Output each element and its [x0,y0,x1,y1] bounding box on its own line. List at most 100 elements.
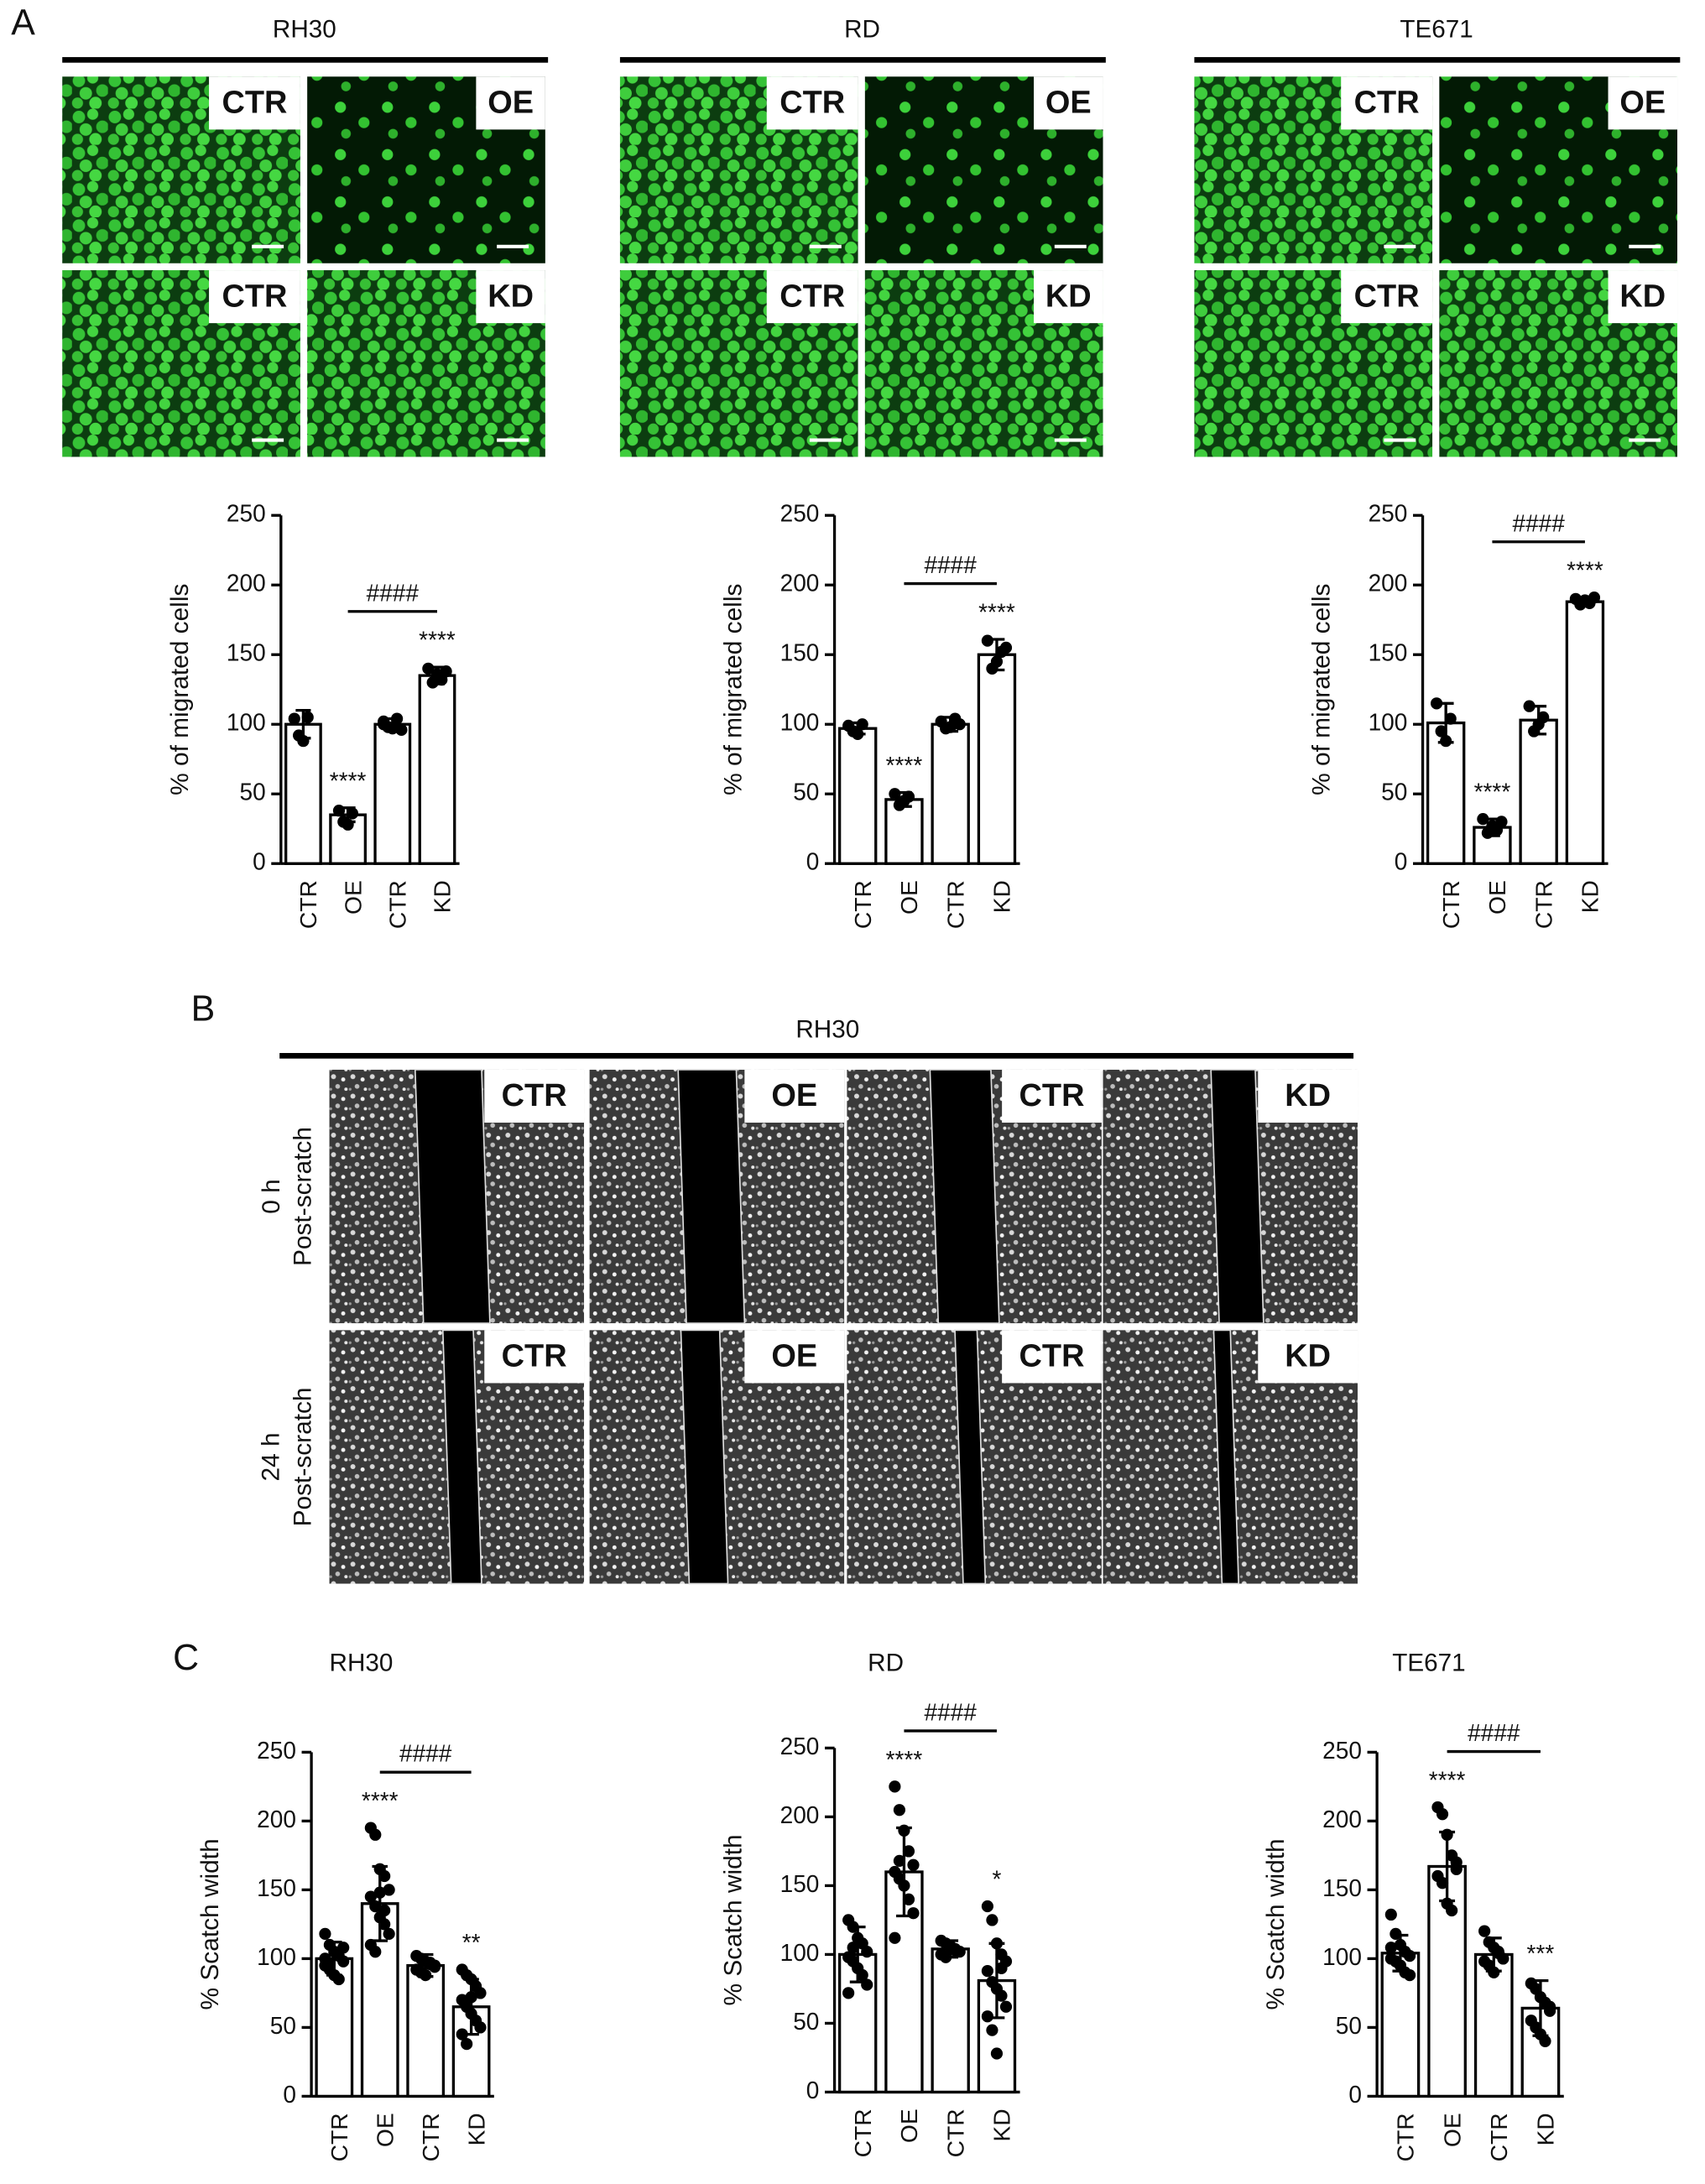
data-point [981,634,993,647]
data-point [1444,712,1457,725]
data-point [378,1904,391,1917]
bar [418,674,456,865]
y-tick-label: 100 [257,1944,296,1970]
data-point [332,1973,345,1986]
bar [931,722,970,865]
scratch-gap [1212,1329,1240,1585]
data-point [474,1987,487,1999]
x-tick-label: OE [340,880,366,915]
image-label-box [1341,76,1433,130]
data-point [902,1845,915,1858]
bar [837,727,878,865]
image-label: CTR [780,279,845,314]
data-point [953,718,966,731]
image-label-box [766,270,858,324]
data-point [847,1942,859,1954]
data-point [842,1987,855,1999]
image-label: CTR [1354,85,1420,120]
data-point [337,1955,350,1968]
image-label: KD [1045,279,1092,314]
x-tick-label: CTR [1486,2113,1512,2161]
significance: ** [462,1930,481,1956]
data-point [902,790,915,803]
image-label: CTR [1019,1339,1085,1374]
image-label: KD [1619,279,1666,314]
data-point [893,1804,906,1817]
image-label: CTR [222,279,288,314]
data-point [852,727,864,740]
bar [1519,718,1558,865]
image-label: CTR [1019,1078,1085,1113]
data-point [337,1942,350,1954]
y-axis-label: % of migrated cells [1308,584,1336,795]
data-point [428,1959,441,1972]
data-point [999,2000,1013,2013]
data-point [847,1921,859,1933]
data-point [1523,700,1536,712]
chart-title: RD [868,1650,904,1677]
bar [406,1963,446,2098]
x-tick-label: OE [896,2108,922,2143]
data-point [364,1890,377,1903]
data-point [990,1937,1004,1950]
y-tick-label: 200 [257,1806,296,1832]
y-tick-label: 200 [1322,1806,1362,1832]
y-axis-label: % Scatch width [196,1838,224,2009]
x-tick-label: CTR [1438,880,1464,929]
data-point [1436,1877,1449,1889]
bracket-label: #### [925,552,978,578]
bar [977,653,1017,865]
data-point [369,1946,382,1958]
data-point [1477,812,1489,826]
y-tick-label: 50 [1381,779,1407,805]
panel-letter: C [173,1638,199,1678]
bar [931,1947,970,2094]
y-tick-label: 250 [1369,501,1408,527]
row-label: 24 h [258,1432,285,1481]
image-label: CTR [780,85,845,120]
image-label-box [476,270,545,324]
data-point [373,1886,386,1899]
chart-title: RH30 [330,1650,394,1677]
data-point [907,1858,920,1871]
data-point [383,1884,395,1896]
data-point [856,718,868,731]
data-point [386,722,399,735]
image-label: OE [1619,85,1666,120]
data-point [861,1978,873,1991]
bar [284,722,322,865]
data-point [995,1962,1008,1974]
y-tick-label: 50 [270,2013,296,2039]
significance: **** [1429,1767,1466,1793]
data-point [383,1927,395,1941]
x-tick-label: KD [989,880,1015,913]
x-tick-label: KD [1533,2113,1559,2145]
data-point [1478,1925,1491,1937]
row-label: Post-scratch [289,1387,317,1526]
data-point [440,665,452,678]
x-tick-label: KD [989,2108,1015,2141]
scratch-gap [680,1329,729,1585]
data-point [456,2028,468,2041]
data-point [986,2024,998,2036]
image-label-box [744,1069,845,1123]
data-point [378,1869,391,1883]
data-point [986,1914,998,1926]
y-tick-label: 100 [1322,1944,1362,1970]
significance: **** [886,753,923,779]
data-point [990,655,1004,668]
data-point [1403,1949,1416,1962]
y-tick-label: 250 [780,501,820,527]
data-point [898,1879,910,1892]
data-point [1588,592,1601,604]
data-point [981,1900,993,1913]
bar [373,722,412,865]
scratch-gap [1210,1069,1264,1324]
y-axis-label: % Scatch width [1262,1838,1290,2009]
y-tick-label: 150 [780,640,820,666]
panel-letter: B [191,988,216,1029]
y-tick-label: 0 [1348,2082,1362,2108]
image-label: KD [488,279,534,314]
